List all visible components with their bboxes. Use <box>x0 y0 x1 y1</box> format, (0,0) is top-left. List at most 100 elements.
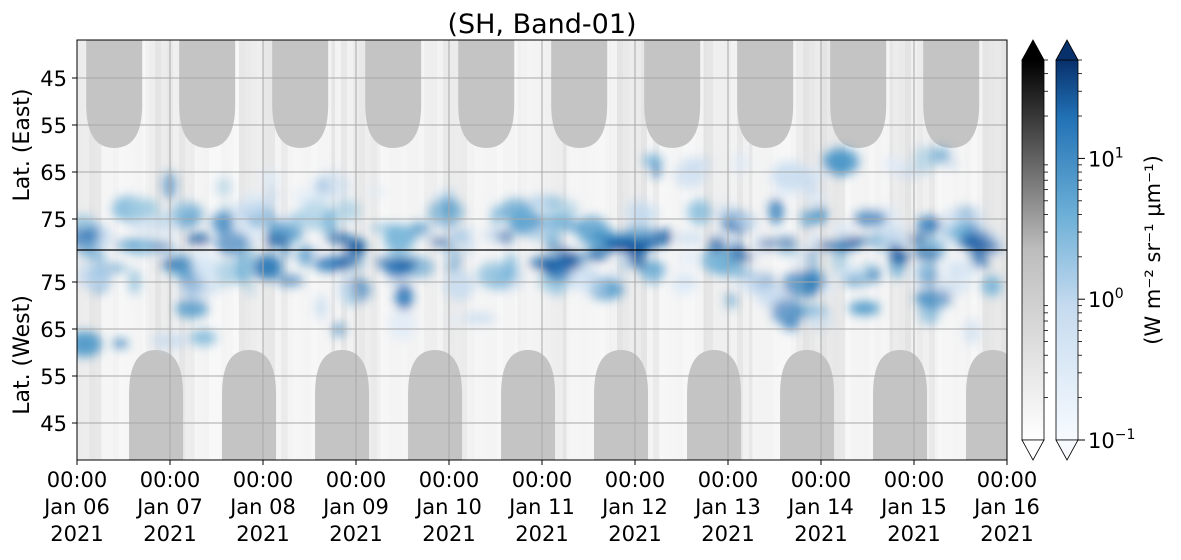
radiance-blob <box>463 224 474 257</box>
radiance-blob-strong <box>890 248 909 266</box>
radiance-blob <box>242 245 257 271</box>
x-tick-label-time: 00:00 <box>698 468 759 492</box>
radiance-blob <box>333 199 361 222</box>
radiance-blob <box>687 199 712 225</box>
radiance-blob <box>260 168 279 187</box>
night-region-top <box>272 40 329 148</box>
night-region-top <box>365 40 422 148</box>
colorbars: 101 100 10−1 <box>1021 39 1135 461</box>
colorbar-blue-extend-max <box>1055 39 1079 61</box>
radiance-blob <box>674 274 688 296</box>
x-tick-label-year: 2021 <box>794 522 847 546</box>
radiance-blob-strong <box>625 245 649 258</box>
x-tick-label-year: 2021 <box>608 522 661 546</box>
radiance-blob-strong <box>334 253 361 269</box>
x-tick-label-date: Jan 06 <box>42 495 110 519</box>
radiance-blob <box>113 339 128 348</box>
radiance-blob <box>916 215 942 234</box>
radiance-blob <box>443 250 454 265</box>
radiance-blob <box>806 247 818 269</box>
x-tick-label-time: 00:00 <box>884 468 945 492</box>
colorbar-tick-label: 100 <box>1088 286 1124 312</box>
radiance-blob <box>77 261 111 289</box>
x-tick-label-year: 2021 <box>236 522 289 546</box>
x-tick-label-date: Jan 12 <box>600 495 668 519</box>
radiance-blob <box>674 232 705 243</box>
radiance-blob <box>337 272 350 304</box>
radiance-blob <box>80 247 98 260</box>
radiance-blob <box>125 198 160 219</box>
radiance-blob <box>883 155 905 175</box>
radiance-blob <box>322 208 338 238</box>
night-region-top <box>737 40 794 148</box>
radiance-blob <box>276 274 304 287</box>
radiance-blob <box>408 222 431 238</box>
colorbar-label: (W m⁻² sr⁻¹ μm⁻¹) <box>1141 155 1165 345</box>
x-tick-label-year: 2021 <box>701 522 754 546</box>
radiance-blob-strong <box>970 243 987 260</box>
night-region-top <box>923 40 980 148</box>
radiance-blob <box>626 199 651 227</box>
radiance-blob <box>715 203 739 223</box>
radiance-blob-strong <box>264 234 289 248</box>
radiance-blob-strong <box>544 243 567 253</box>
radiance-blob <box>291 210 303 230</box>
y-tick-label-bottom: 45 <box>40 412 67 436</box>
x-tick-label-time: 00:00 <box>512 468 573 492</box>
radiance-blob <box>332 323 346 337</box>
night-region-top <box>86 40 143 148</box>
radiance-blob-strong <box>496 230 515 244</box>
x-tick-label-date: Jan 10 <box>414 495 482 519</box>
night-region-bottom <box>501 350 556 460</box>
radiance-blob-strong <box>658 228 672 244</box>
colorbar-ticks: 101 100 10−1 <box>1044 59 1135 453</box>
radiance-blob <box>428 197 464 228</box>
radiance-blob <box>526 226 557 236</box>
radiance-blob <box>848 301 881 316</box>
x-tick-label-date: Jan 08 <box>228 495 296 519</box>
radiance-blobs <box>77 146 1006 358</box>
radiance-blob <box>867 268 880 282</box>
radiance-blob <box>443 270 475 301</box>
radiance-blob <box>732 152 750 175</box>
radiance-blob <box>114 239 140 252</box>
night-region-bottom <box>780 350 835 460</box>
radiance-blob <box>771 161 809 190</box>
radiance-blob <box>742 277 777 296</box>
x-tick-label-date: Jan 14 <box>786 495 854 519</box>
radiance-blob-strong <box>631 256 647 268</box>
night-region-top <box>458 40 515 148</box>
x-tick-label-year: 2021 <box>329 522 382 546</box>
radiance-blob <box>768 198 784 225</box>
radiance-blob-strong <box>729 248 754 265</box>
radiance-blob <box>802 169 819 197</box>
radiance-blob <box>734 214 759 229</box>
radiance-blob-strong <box>392 259 419 269</box>
radiance-blob <box>651 162 662 179</box>
radiance-blob <box>266 184 278 207</box>
colorbar-tick-label: 10−1 <box>1088 427 1135 453</box>
radiance-blob <box>912 146 936 174</box>
radiance-blob-strong <box>585 249 608 262</box>
radiance-blob-strong <box>568 258 582 270</box>
x-tick-label-time: 00:00 <box>605 468 666 492</box>
x-tick-label-time: 00:00 <box>419 468 480 492</box>
radiance-blob <box>395 283 413 311</box>
radiance-blob <box>313 170 350 200</box>
night-region-bottom <box>594 350 649 460</box>
radiance-blob <box>781 270 819 298</box>
radiance-blob <box>251 254 283 280</box>
x-tick-label-year: 2021 <box>143 522 196 546</box>
radiance-blob <box>678 247 699 268</box>
radiance-blob-strong <box>375 256 390 269</box>
radiance-blob <box>297 244 314 267</box>
radiance-blob <box>842 274 867 287</box>
radiance-blob <box>722 236 738 246</box>
radiance-blob <box>509 206 537 234</box>
night-region-bottom <box>966 350 1007 460</box>
radiance-blob <box>915 262 934 280</box>
radiance-blob <box>215 176 232 198</box>
radiance-blob <box>388 309 416 340</box>
radiance-blob-strong <box>160 258 176 269</box>
